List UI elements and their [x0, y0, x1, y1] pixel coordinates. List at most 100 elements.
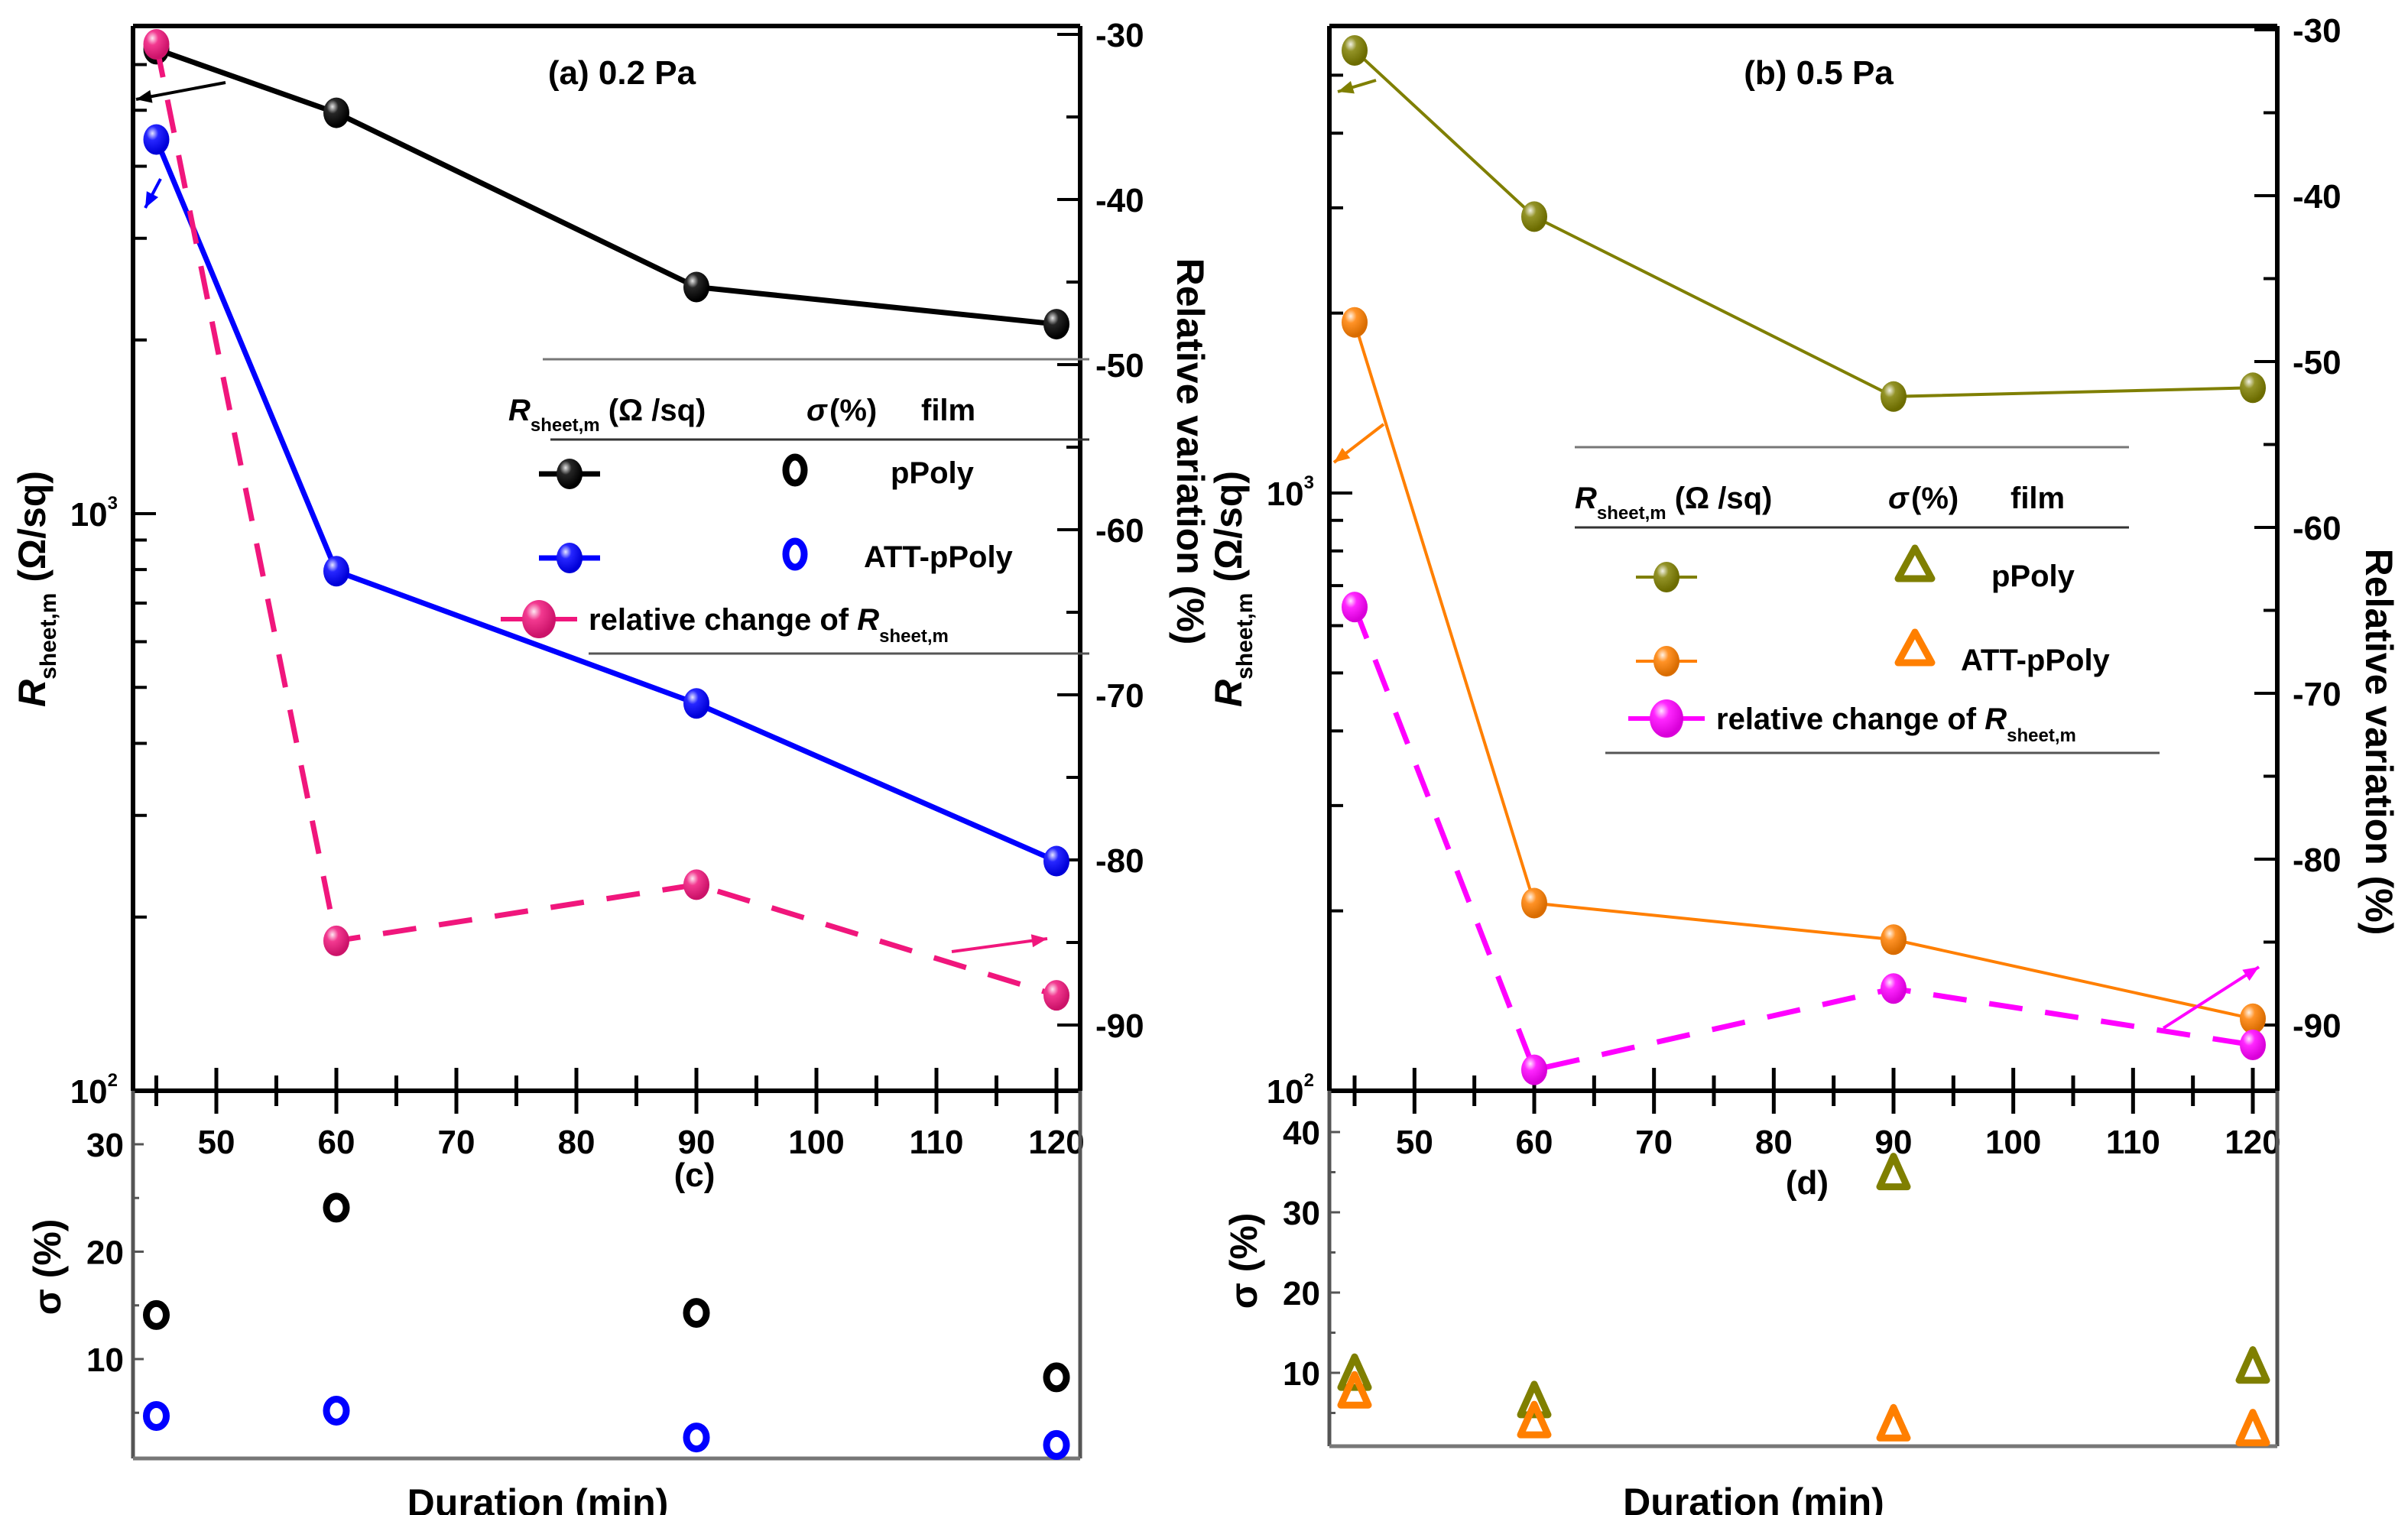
y-tick-label: 102	[70, 1070, 118, 1111]
data-point-highlight	[1043, 845, 1069, 877]
panel-a: 50 60 70 80 90 100 110 120102103-30-40-50-60-70…	[11, 17, 1212, 1161]
y2-tick-label: -60	[2293, 510, 2341, 547]
legend-header: Rsheet,m (Ω /sq)	[1575, 482, 1772, 524]
series-line-att-ppoly	[1353, 322, 2254, 1020]
x-tick-label: 90	[678, 1124, 716, 1161]
y-axis-title-unit: (Ω/sq)	[1207, 471, 1250, 593]
sigma-point-att-ppoly	[2235, 1409, 2270, 1447]
y-axis-title-main: R	[11, 680, 54, 707]
y-axis-title-sub: sheet,m	[1232, 593, 1258, 680]
legend-ball-highlight	[1653, 562, 1679, 592]
y-tick-exponent: 2	[108, 1070, 118, 1091]
legend-circle-marker	[782, 453, 808, 487]
data-point-highlight	[323, 97, 349, 128]
series-line-relative-change-of-r-sheet-m	[154, 44, 1058, 998]
left-axis-arrow-icon-head	[1338, 80, 1355, 94]
y2-tick-label: -70	[1095, 677, 1144, 715]
data-point-highlight	[683, 869, 709, 900]
y-axis-title-unit: (Ω/sq)	[11, 471, 54, 593]
y-tick-base: 10	[1267, 475, 1304, 513]
sigma-point-att-ppoly	[683, 1423, 710, 1453]
x-tick-label: 70	[1635, 1124, 1673, 1161]
x-axis-title: Duration (min)	[1623, 1481, 1884, 1515]
data-point-highlight	[1043, 980, 1069, 1011]
data-point-highlight	[1881, 924, 1907, 955]
sigma-point-ppoly	[1337, 1353, 1372, 1391]
y2-tick-label: -90	[1095, 1007, 1144, 1045]
data-point-highlight	[323, 925, 349, 956]
right-axis-arrow-icon	[951, 937, 1048, 953]
sigma-axis-title: σ (%)	[26, 1219, 69, 1315]
legend-label-relative-sub: sheet,m	[879, 626, 949, 647]
panel-b: 50 60 70 80 90 100 110 120102103-30-40-50-60-70…	[1207, 12, 2400, 1161]
y-tick-exponent: 2	[1304, 1070, 1314, 1091]
sigma-point-ppoly	[143, 1299, 170, 1330]
x-tick-label: 100	[788, 1124, 844, 1161]
sigma-point-att-ppoly	[1337, 1371, 1372, 1409]
y2-tick-label: -80	[2293, 842, 2341, 879]
y2-axis-title: Relative variation (%)	[1169, 258, 1212, 645]
legend: Rsheet,m (Ω /sq) σ (%) filmpPolyATT-pPolyr…	[501, 358, 1089, 655]
y-tick-exponent: 3	[1304, 472, 1314, 493]
x-tick-label: 100	[1985, 1124, 2041, 1161]
sigma-tick-label: 10	[86, 1341, 124, 1379]
data-point-highlight	[2240, 1030, 2266, 1061]
y2-tick-label: -60	[1095, 512, 1144, 550]
legend-header-sigma-unit: (%)	[829, 394, 877, 427]
legend-label-relative-r: R	[1984, 702, 2007, 736]
legend-ball-highlight	[557, 459, 583, 489]
data-point-highlight	[1342, 592, 1368, 623]
sigma-tick-label: 20	[1283, 1275, 1320, 1312]
x-tick-label: 110	[910, 1124, 964, 1161]
y-tick-label: 102	[1267, 1070, 1314, 1111]
x-tick-label: 80	[1755, 1124, 1793, 1161]
y-axis-title: Rsheet,m (Ω/sq)	[11, 471, 61, 707]
data-point-highlight	[2240, 372, 2266, 404]
x-tick-label: 110	[2106, 1124, 2160, 1161]
sigma-tick-label: 40	[1283, 1114, 1320, 1152]
y2-axis-title: Relative variation (%)	[2358, 549, 2400, 936]
y-tick-exponent: 3	[108, 493, 118, 514]
sigma-point-att-ppoly	[323, 1395, 350, 1426]
data-point-highlight	[2240, 1003, 2266, 1034]
y-axis-title-sub: sheet,m	[36, 593, 61, 680]
sigma-tick-label: 30	[1283, 1195, 1320, 1232]
legend-header: Rsheet,m (Ω /sq)	[508, 394, 706, 436]
x-tick-label: 120	[2225, 1124, 2280, 1161]
panel-title: (a) 0.2 Pa	[548, 54, 696, 92]
y2-tick-label: -80	[1095, 842, 1144, 880]
series-line-att-ppoly	[154, 138, 1058, 864]
sigma-point-att-ppoly	[1876, 1403, 1911, 1442]
legend-label: ATT-pPoly	[1961, 644, 2111, 677]
sigma-point-ppoly	[2235, 1346, 2270, 1384]
left-axis-arrow-icon-head	[1334, 447, 1351, 462]
legend-header-unit: (Ω /sq)	[1666, 482, 1773, 515]
y2-tick-label: -50	[2293, 344, 2341, 381]
sigma-axis-title: σ (%)	[1222, 1213, 1265, 1309]
legend-ball-highlight	[1653, 646, 1679, 676]
panel-c: 10 20 30 σ (%) (c) Duration (min)	[26, 1091, 1082, 1515]
data-point-highlight	[1521, 201, 1547, 232]
legend: Rsheet,m (Ω /sq) σ (%) filmpPolyATT-pPolyr…	[1575, 446, 2160, 754]
legend-header-unit: (Ω /sq)	[600, 394, 706, 427]
x-tick-label: 50	[1396, 1124, 1433, 1161]
data-point-highlight	[143, 28, 170, 60]
legend-label-relative-sub: sheet,m	[2007, 725, 2076, 746]
legend-ball-highlight	[1650, 699, 1683, 738]
sigma-point-ppoly	[683, 1298, 710, 1328]
y2-tick-label: -70	[2293, 676, 2341, 713]
y-tick-base: 10	[1267, 1073, 1304, 1111]
legend-triangle-marker	[1894, 544, 1936, 582]
sigma-point-att-ppoly	[1517, 1400, 1552, 1439]
left-axis-arrow-icon-head	[136, 89, 153, 103]
series-line-ppoly	[1353, 49, 2254, 398]
data-point-highlight	[1521, 887, 1547, 919]
legend-header-r: R	[508, 394, 531, 427]
y-axis-title: Rsheet,m (Ω/sq)	[1207, 471, 1258, 707]
y2-tick-label: -30	[2293, 12, 2341, 50]
legend-ball-highlight	[522, 600, 556, 638]
data-point-highlight	[1342, 35, 1368, 67]
series-line-relative-change-of-r-sheet-m	[1352, 605, 2254, 1073]
sigma-point-ppoly	[1043, 1362, 1070, 1393]
